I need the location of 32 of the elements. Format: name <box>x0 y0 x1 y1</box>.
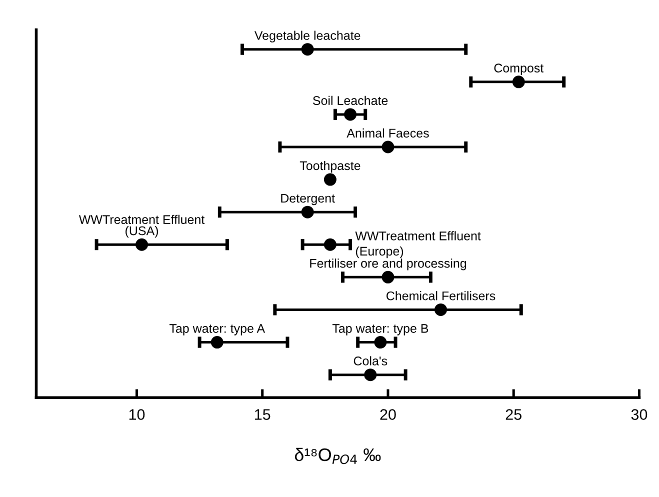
data-label: Detergent <box>281 194 335 206</box>
data-label: Tap water: type B <box>332 324 428 336</box>
point <box>324 238 336 251</box>
point <box>512 76 525 88</box>
x-tick-label: 20 <box>380 409 396 420</box>
data-label: WWTreatment Effluent (Europe) <box>355 231 481 258</box>
data-label: Tap water: type A <box>169 324 266 336</box>
data-label: WWTreatment Effluent (USA) <box>78 214 205 238</box>
x-axis-title: δ¹⁸O$_{PO4}$ ‰ <box>294 448 381 464</box>
x-tick-label: 10 <box>129 409 145 420</box>
data-label: Chemical Fertilisers <box>386 291 496 300</box>
x-tick-label: 15 <box>255 409 270 420</box>
point <box>301 206 314 218</box>
point <box>382 270 394 284</box>
point <box>324 173 336 186</box>
point <box>382 140 394 154</box>
point <box>434 303 447 316</box>
data-label: Soil Leachate <box>312 96 388 106</box>
point <box>344 108 357 121</box>
data-label: Vegetable leachate <box>254 30 360 42</box>
x-tick-label: 30 <box>631 409 648 420</box>
point <box>210 336 224 349</box>
point <box>364 368 377 382</box>
data-label: Animal Faeces <box>346 128 429 138</box>
data-label: Toothpaste <box>300 160 360 173</box>
data-label: Fertiliser ore and processing <box>310 258 466 270</box>
data-label: Cola's <box>354 356 388 366</box>
x-tick-label: 25 <box>506 409 522 420</box>
data-label: Compost <box>494 64 544 75</box>
point <box>136 238 148 251</box>
point <box>301 43 314 56</box>
point <box>374 336 387 349</box>
